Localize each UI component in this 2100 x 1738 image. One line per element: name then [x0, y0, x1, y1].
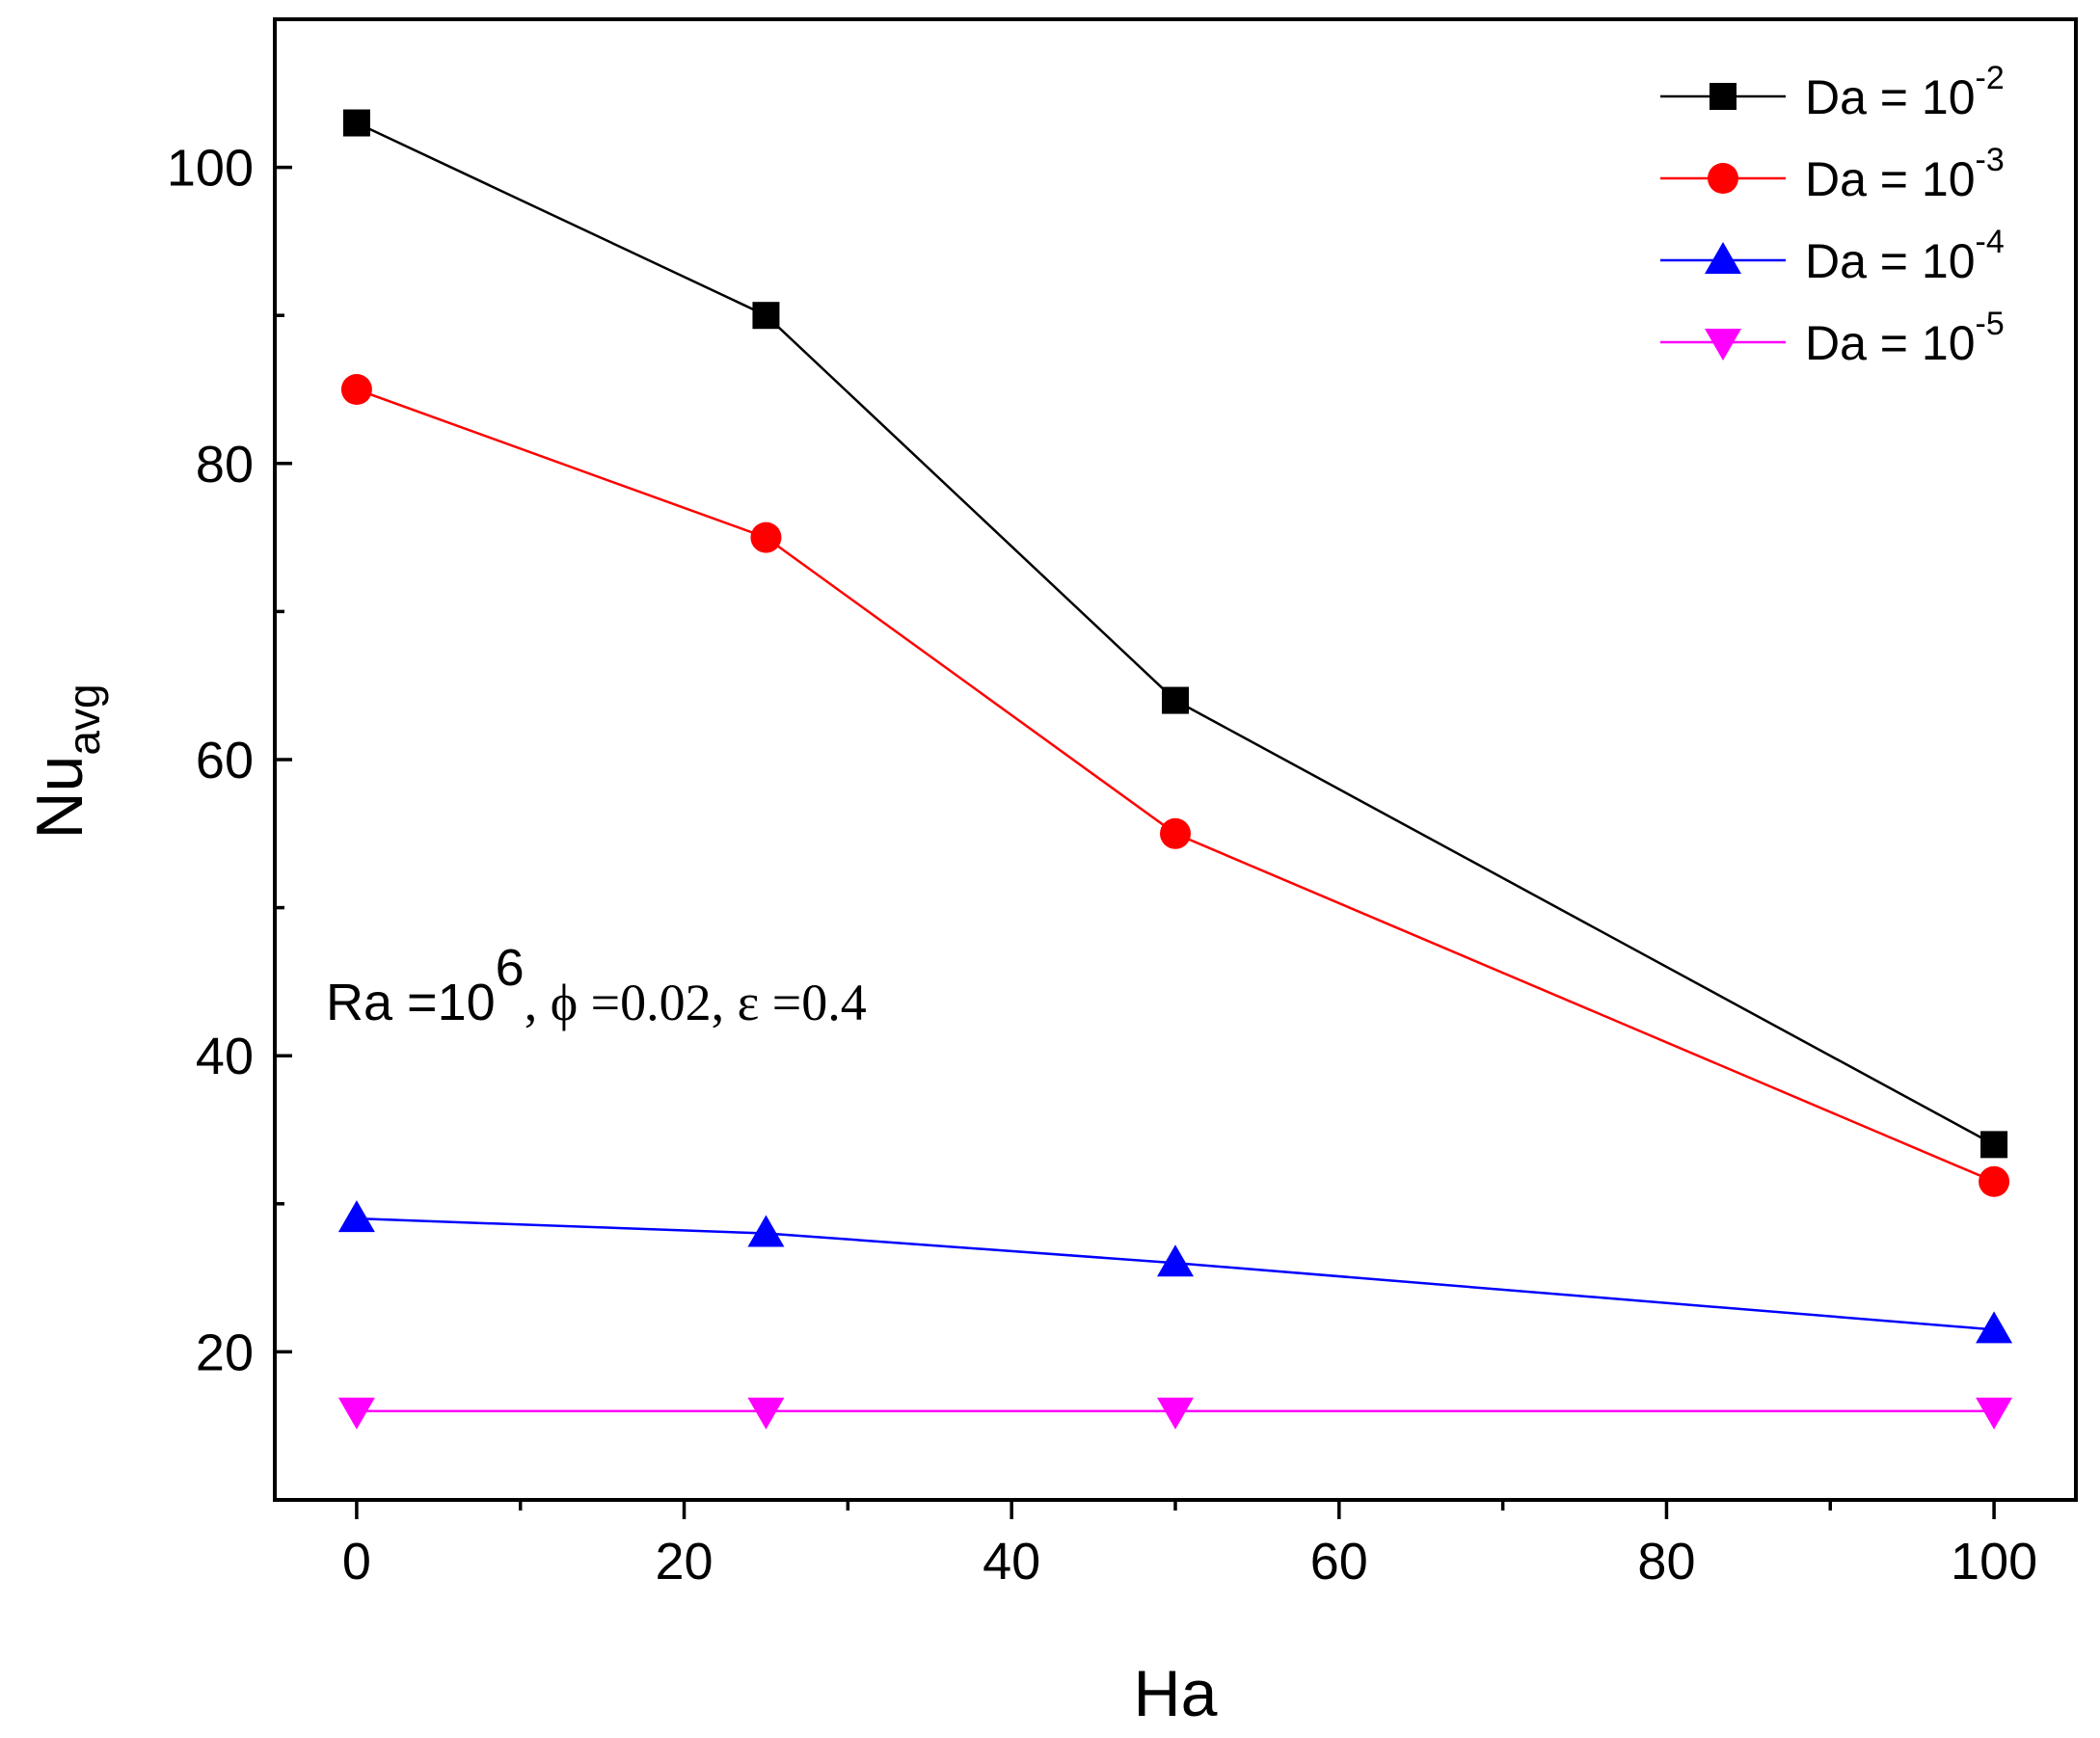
legend-entry: Da = 10-4 [1660, 224, 2005, 288]
data-point [342, 109, 370, 137]
series-group [337, 109, 2013, 1430]
series-2 [340, 374, 2010, 1197]
series-1 [342, 109, 2008, 1159]
y-axis-title-main: Nu [23, 756, 96, 840]
legend-label: Da = 10-2 [1805, 60, 2005, 124]
annotation-params: , ϕ =0.02, ε =0.4 [525, 974, 867, 1031]
data-point [1976, 1311, 2013, 1344]
legend-entry: Da = 10-3 [1660, 142, 2005, 206]
legend-marker [1705, 242, 1741, 274]
svg-text:Nuavg: Nuavg [23, 683, 109, 839]
data-point [752, 302, 780, 330]
x-tick-label: 0 [342, 1533, 371, 1591]
data-point [337, 1200, 375, 1233]
series-line [356, 388, 1995, 1183]
svg-text:Ra =106, ϕ =0.02, ε =0.4: Ra =106, ϕ =0.02, ε =0.4 [326, 939, 867, 1031]
series-4 [337, 1397, 2013, 1430]
legend-entry: Da = 10-5 [1660, 306, 2005, 370]
legend-marker [1710, 83, 1737, 110]
series-3 [337, 1200, 2013, 1344]
data-point [747, 1397, 785, 1430]
legend-label: Da = 10-3 [1805, 142, 2005, 206]
data-point [1157, 1397, 1194, 1430]
data-point [340, 374, 372, 405]
y-axis-ticks: 20 40 60 80 100 [167, 140, 292, 1502]
annotation: Ra =106, ϕ =0.02, ε =0.4 [326, 939, 867, 1031]
data-point [1979, 1165, 2010, 1197]
legend-label: Da = 10-4 [1805, 224, 2005, 288]
x-tick-label: 80 [1637, 1533, 1695, 1591]
legend: Da = 10-2 Da = 10-3 Da = 10-4 Da = 10-5 [1660, 60, 2005, 370]
y-axis-title-sub: avg [59, 683, 109, 755]
data-point [1160, 817, 1191, 849]
legend-marker [1705, 329, 1741, 361]
x-tick-label: 20 [656, 1533, 713, 1591]
x-tick-label: 60 [1310, 1533, 1368, 1591]
data-point [1162, 686, 1189, 714]
x-tick-label: 100 [1951, 1533, 2037, 1591]
annotation-ra: Ra =10 [326, 974, 496, 1031]
data-point [750, 521, 782, 553]
series-line [356, 1217, 1995, 1331]
data-point [1157, 1244, 1194, 1277]
x-tick-label: 40 [983, 1533, 1040, 1591]
data-point [1976, 1397, 2013, 1430]
data-point [337, 1397, 375, 1430]
data-point [747, 1215, 785, 1247]
y-tick-label: 60 [196, 732, 254, 789]
series-line [356, 121, 1995, 1146]
y-axis-title: Nuavg [23, 683, 109, 839]
x-axis-ticks: 0 20 40 60 80 100 [342, 1500, 2037, 1591]
legend-label: Da = 10-5 [1805, 306, 2005, 370]
annotation-ra-exponent: 6 [496, 939, 525, 997]
y-tick-label: 80 [196, 436, 254, 494]
legend-entry: Da = 10-2 [1660, 60, 2005, 124]
y-tick-label: 40 [196, 1028, 254, 1085]
x-axis-title: Ha [1134, 1657, 1218, 1730]
y-tick-label: 20 [196, 1324, 254, 1381]
data-point [1980, 1131, 2008, 1159]
legend-marker [1708, 163, 1738, 194]
y-tick-label: 100 [167, 140, 254, 198]
